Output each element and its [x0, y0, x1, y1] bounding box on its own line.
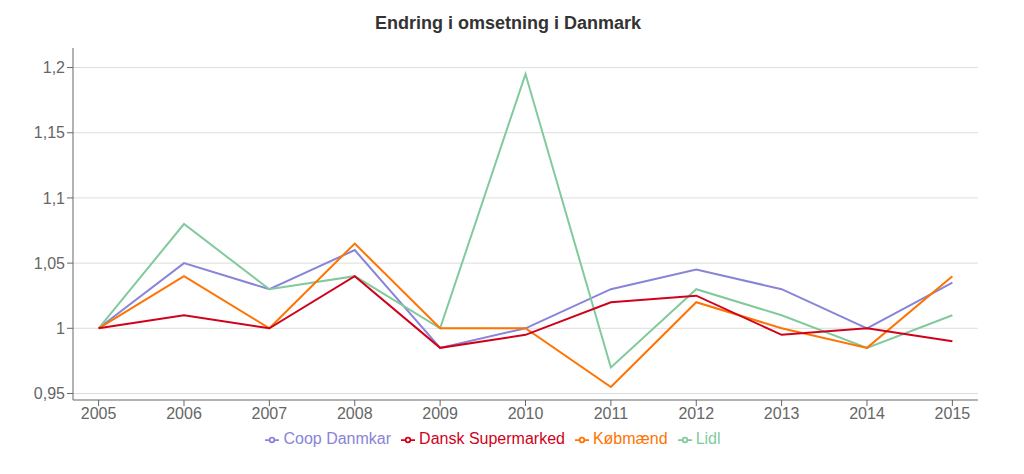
svg-text:2006: 2006 — [166, 405, 202, 422]
svg-text:2009: 2009 — [422, 405, 458, 422]
svg-text:2010: 2010 — [508, 405, 544, 422]
svg-text:2007: 2007 — [252, 405, 288, 422]
html-text:Dansk Supermarked: Dansk Supermarked — [419, 430, 565, 447]
html-text:Coop Danmkar: Coop Danmkar — [283, 430, 392, 447]
svg-text:2012: 2012 — [678, 405, 714, 422]
svg-text:2014: 2014 — [849, 405, 885, 422]
html-text:Endring i omsetning i Danmark: Endring i omsetning i Danmark — [375, 13, 641, 33]
svg-text:1,05: 1,05 — [34, 255, 65, 272]
html-text:Lidl: Lidl — [695, 430, 721, 447]
svg-text:2013: 2013 — [764, 405, 800, 422]
svg-text:2011: 2011 — [594, 405, 629, 422]
svg-text:2005: 2005 — [81, 405, 117, 422]
svg-text:1,2: 1,2 — [43, 59, 65, 76]
svg-text:1,1: 1,1 — [43, 190, 65, 207]
svg-text:1: 1 — [56, 320, 65, 337]
html-text:Købmænd: Købmænd — [592, 430, 668, 447]
svg-text:2008: 2008 — [337, 405, 373, 422]
svg-text:1,15: 1,15 — [34, 124, 65, 141]
svg-text:0,95: 0,95 — [34, 385, 65, 402]
svg-text:2015: 2015 — [935, 405, 971, 422]
